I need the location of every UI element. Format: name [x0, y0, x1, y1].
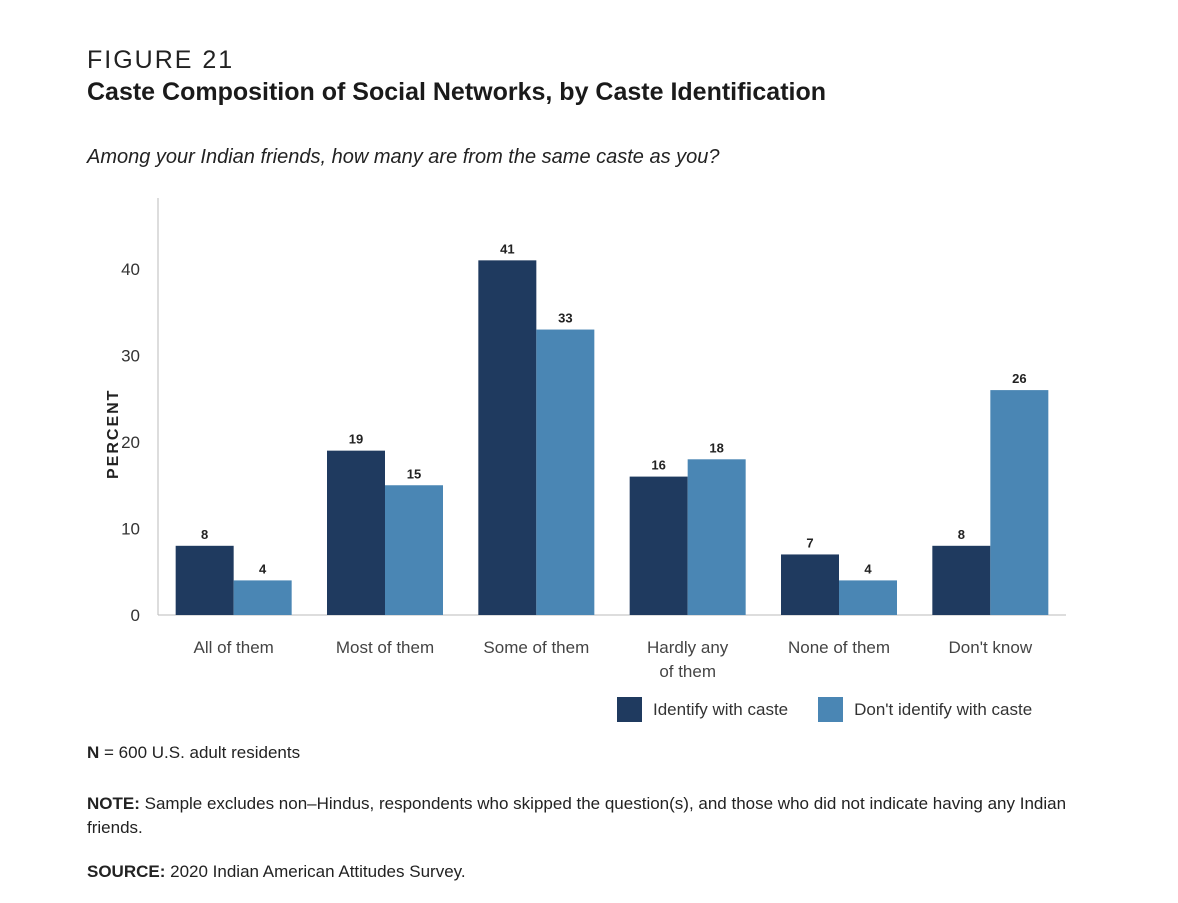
bar [233, 580, 292, 615]
y-tick-label: 40 [121, 260, 140, 279]
x-tick-label: Don't know [949, 638, 1033, 657]
data-label: 26 [1012, 371, 1026, 386]
data-label: 8 [958, 527, 965, 542]
source-label: SOURCE: [87, 862, 166, 881]
x-tick-label: Some of them [483, 638, 589, 657]
legend-swatch-identify [617, 697, 642, 722]
bar [687, 459, 746, 615]
legend-label-identify: Identify with caste [653, 699, 789, 719]
data-label: 4 [259, 561, 267, 576]
sample-size-note: N = 600 U.S. adult residents [87, 743, 300, 763]
source-note: SOURCE: 2020 Indian American Attitudes S… [87, 862, 466, 882]
bar [990, 390, 1049, 615]
bar [629, 476, 688, 615]
legend-item-identify: Identify with caste [617, 697, 788, 722]
data-label: 33 [558, 311, 572, 326]
x-tick-label: Hardly any [647, 638, 729, 657]
data-label: 19 [349, 432, 363, 447]
note-label: NOTE: [87, 794, 140, 813]
data-label: 41 [500, 241, 514, 256]
bar [781, 554, 839, 615]
bar [385, 485, 443, 615]
data-label: 15 [407, 466, 421, 481]
y-tick-label: 0 [131, 606, 140, 625]
figure-label: FIGURE 21 [87, 46, 235, 74]
source-text: 2020 Indian American Attitudes Survey. [165, 862, 466, 881]
bar [175, 545, 234, 615]
data-label: 8 [201, 527, 208, 542]
data-label: 7 [806, 535, 813, 550]
bar [932, 545, 991, 615]
x-tick-label: None of them [788, 638, 890, 657]
bar [536, 329, 595, 615]
x-tick-label: All of them [194, 638, 274, 657]
chart-subtitle: Among your Indian friends, how many are … [87, 146, 720, 168]
y-tick-label: 20 [121, 433, 140, 452]
n-text: = 600 U.S. adult residents [99, 743, 301, 762]
bar [327, 450, 385, 615]
legend-swatch-not-identify [818, 697, 844, 722]
chart-title: Caste Composition of Social Networks, by… [87, 78, 827, 106]
x-tick-label: Most of them [336, 638, 434, 657]
y-axis-title: PERCENT [105, 388, 122, 479]
legend: Identify with caste Don't identify with … [617, 697, 1032, 722]
bar [839, 580, 897, 615]
n-label: N [87, 743, 100, 762]
data-label: 18 [709, 440, 723, 455]
legend-item-not-identify: Don't identify with caste [818, 697, 1032, 722]
legend-label-not-identify: Don't identify with caste [854, 699, 1033, 719]
data-label: 16 [651, 458, 665, 473]
x-tick-label: of them [659, 662, 716, 681]
note: NOTE: Sample excludes non–Hindus, respon… [87, 792, 1077, 840]
data-label: 4 [864, 561, 872, 576]
note-text: Sample excludes non–Hindus, respondents … [87, 794, 1067, 837]
y-tick-label: 30 [121, 347, 140, 366]
y-tick-label: 10 [121, 520, 140, 539]
bar [478, 260, 537, 615]
